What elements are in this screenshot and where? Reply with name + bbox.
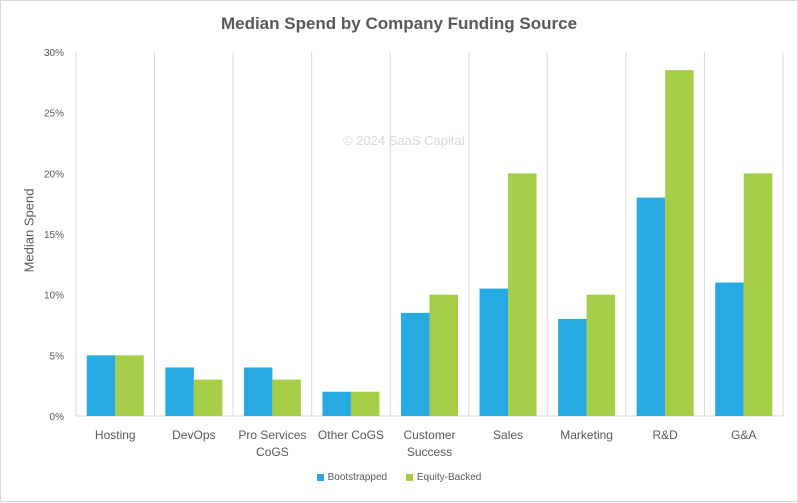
y-tick-label: 20% <box>44 169 64 180</box>
bar-equity-backed <box>508 173 537 416</box>
bar-bootstrapped <box>715 282 744 416</box>
legend-swatch <box>316 474 324 481</box>
bar-bootstrapped <box>636 197 666 416</box>
bar-equity-backed <box>743 173 773 416</box>
y-tick-label: 0% <box>50 412 65 423</box>
y-tick-label: 25% <box>44 109 64 120</box>
bar-equity-backed <box>429 294 458 416</box>
legend: Bootstrapped Equity-Backed <box>1 472 797 484</box>
bar-bootstrapped <box>243 367 273 416</box>
legend-swatch <box>405 474 413 481</box>
watermark: © 2024 SaaS Capital <box>343 133 465 148</box>
chart-title: Median Spend by Company Funding Source <box>220 14 578 33</box>
bar-bootstrapped <box>322 391 351 416</box>
bar-bootstrapped <box>479 288 509 416</box>
x-tick-label: G&A <box>731 428 756 442</box>
x-tick-label: Hosting <box>95 428 136 442</box>
x-tick-label: Other CoGS <box>318 428 384 442</box>
bar-equity-backed <box>115 355 144 416</box>
bar-bootstrapped <box>558 318 587 416</box>
y-tick-label: 10% <box>44 291 64 302</box>
legend-item-equity-backed: Equity-Backed <box>405 472 482 483</box>
x-tick-label: Customer Success <box>403 428 455 459</box>
y-tick-label: 5% <box>50 351 65 362</box>
x-tick-label: DevOps <box>172 428 215 442</box>
x-tick-label: Sales <box>493 428 523 442</box>
bar-equity-backed <box>665 70 694 416</box>
y-tick-label: 15% <box>44 230 64 241</box>
x-tick-label: Pro Services CoGS <box>238 428 306 459</box>
bar-bootstrapped <box>165 367 194 416</box>
bar-equity-backed <box>193 379 223 416</box>
legend-item-bootstrapped: Bootstrapped <box>316 472 388 483</box>
bar-equity-backed <box>272 379 301 416</box>
legend-label: Equity-Backed <box>416 472 482 483</box>
bar-bootstrapped <box>401 312 430 416</box>
legend-label: Bootstrapped <box>327 472 388 483</box>
bar-equity-backed <box>350 391 380 416</box>
y-tick-label: 30% <box>44 48 64 59</box>
bar-equity-backed <box>586 294 616 416</box>
x-tick-label: Marketing <box>560 428 613 442</box>
x-tick-label: R&D <box>652 428 678 442</box>
bar-bootstrapped <box>86 355 116 416</box>
